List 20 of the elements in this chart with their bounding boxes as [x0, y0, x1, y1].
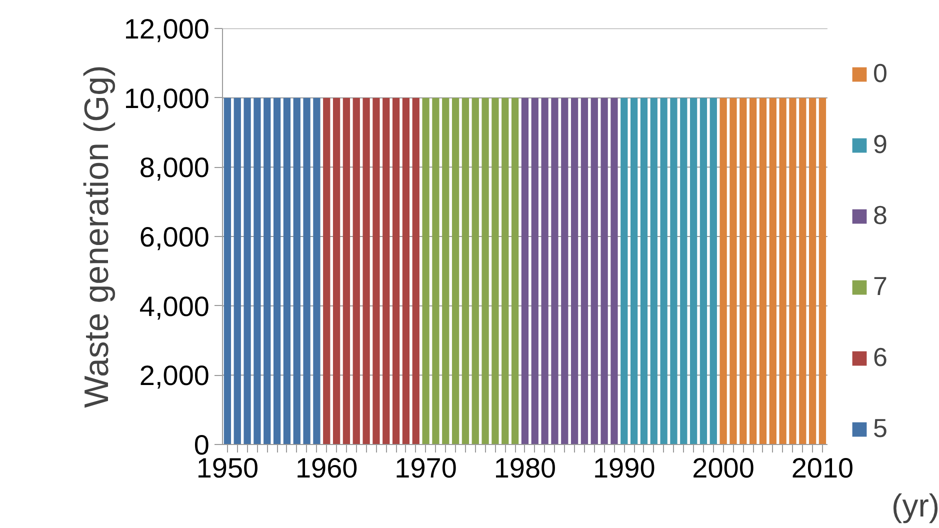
- legend-label: 7: [873, 271, 888, 302]
- x-tick-label: 2000: [692, 452, 754, 484]
- legend-label: 9: [873, 129, 888, 160]
- legend-label: 5: [873, 413, 888, 444]
- x-tick-label: 2010: [791, 452, 854, 484]
- x-tick-label: 1980: [494, 452, 556, 484]
- y-tick-label: 10,000: [124, 82, 210, 114]
- x-tick-label: 1970: [394, 452, 457, 484]
- y-tick-label: 2,000: [139, 360, 210, 392]
- x-axis-title: (yr): [892, 488, 939, 524]
- x-tick-label: 1960: [295, 452, 358, 484]
- y-axis-title: Waste generation (Gg): [78, 65, 116, 408]
- y-tick-label: 4,000: [139, 290, 210, 322]
- y-tick-label: 6,000: [139, 222, 210, 252]
- x-tick-label: 1990: [592, 452, 656, 484]
- legend-label: 6: [873, 342, 888, 373]
- legend-label: 8: [873, 200, 888, 231]
- y-tick-label: 12,000: [124, 14, 210, 44]
- y-tick-label: 8,000: [139, 152, 210, 184]
- legend-label: 0: [873, 58, 888, 89]
